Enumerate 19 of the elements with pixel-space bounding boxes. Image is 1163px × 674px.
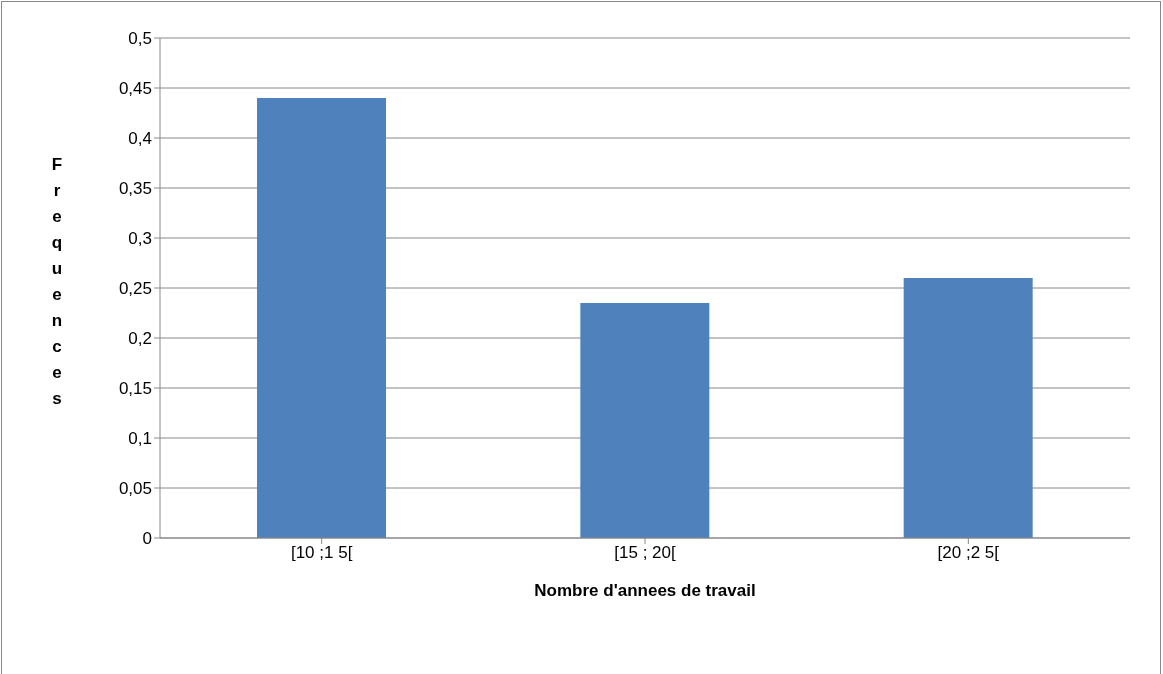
x-axis-title: Nombre d'annees de travail xyxy=(534,581,756,600)
y-tick-label: 0,4 xyxy=(128,129,152,149)
x-tick-label: [15 ; 20[ xyxy=(614,543,676,563)
y-tick-label: 0,35 xyxy=(118,179,152,199)
y-tick-label: 0,5 xyxy=(128,29,152,49)
y-tick-label: 0,25 xyxy=(118,279,152,299)
y-tick-label: 0,3 xyxy=(128,229,152,249)
y-tick-label: 0 xyxy=(142,529,152,549)
x-tick-label: [10 ;1 5[ xyxy=(290,543,353,563)
y-tick-label: 0,15 xyxy=(118,379,152,399)
y-tick-label: 0,45 xyxy=(118,79,152,99)
x-tick-label: [20 ;2 5[ xyxy=(937,543,1000,563)
bar xyxy=(903,278,1033,538)
y-tick-label: 0,05 xyxy=(118,479,152,499)
text: Frequences xyxy=(51,155,63,408)
y-tick-label: 0,1 xyxy=(128,429,152,449)
bar xyxy=(580,303,710,538)
bar xyxy=(257,98,386,538)
y-tick-label: 0,2 xyxy=(128,329,152,349)
